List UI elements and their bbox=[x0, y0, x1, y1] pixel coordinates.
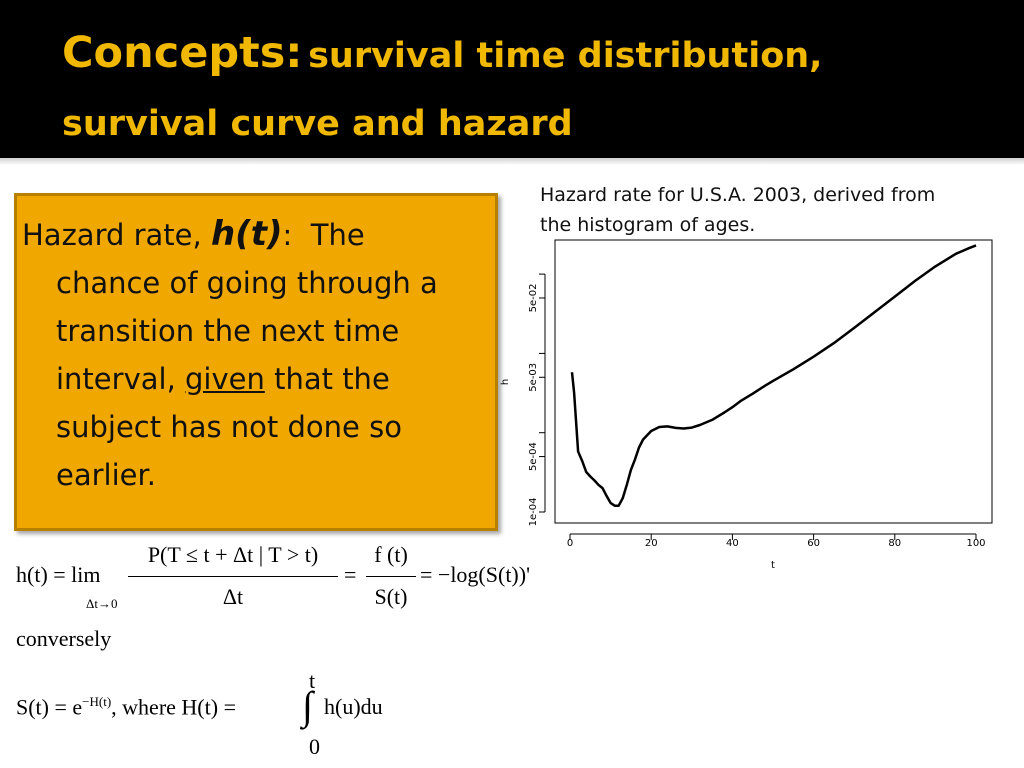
formula1-frac2-num: f (t) bbox=[374, 542, 408, 567]
definition-colon: : bbox=[282, 218, 293, 252]
definition-line1-tail: The bbox=[310, 218, 365, 252]
y-tick-label: 5e-04 bbox=[528, 442, 539, 471]
formula1-frac2-bar bbox=[366, 576, 416, 577]
chart-caption: Hazard rate for U.S.A. 2003, derived fro… bbox=[540, 180, 1010, 240]
caption-line2: the histogram of ages. bbox=[540, 214, 756, 236]
hazard-symbol: h(t) bbox=[210, 214, 283, 254]
definition-lead: Hazard rate, bbox=[22, 218, 202, 252]
y-axis-label: h bbox=[500, 379, 511, 385]
given-underlined: given bbox=[185, 362, 265, 396]
title-divider bbox=[0, 158, 1024, 165]
integral-lower: 0 bbox=[309, 734, 320, 759]
x-tick-label: 40 bbox=[726, 538, 739, 549]
y-axis: 1e-04 5e-04 5e-03 5e-02 bbox=[528, 273, 546, 527]
x-tick-label: 100 bbox=[966, 538, 985, 549]
formula1-frac1-bar bbox=[128, 576, 338, 577]
title-prefix: Concepts: bbox=[62, 28, 303, 78]
x-tick-label: 60 bbox=[807, 538, 820, 549]
x-tick-label: 20 bbox=[645, 538, 658, 549]
integral-upper: t bbox=[309, 668, 316, 693]
formula2-where: , where H(t) = bbox=[111, 694, 236, 720]
formula1-frac1-num: P(T ≤ t + Δt | T > t) bbox=[147, 542, 319, 567]
formula2-lhs: S(t) = e bbox=[16, 694, 83, 720]
formula2-exponent: −H(t) bbox=[82, 694, 112, 709]
formula1-rhs: = −log(S(t))' bbox=[420, 562, 531, 587]
integral-sign: ∫ bbox=[302, 683, 313, 728]
x-axis-label: t bbox=[771, 560, 775, 571]
caption-line1: Hazard rate for U.S.A. 2003, derived fro… bbox=[540, 184, 936, 206]
formula1-equals: = bbox=[344, 562, 357, 587]
conversely-label: conversely bbox=[16, 626, 112, 651]
definition-line5: subject has not done so bbox=[56, 410, 402, 444]
plot-frame bbox=[554, 239, 993, 524]
definition-line2: chance of going through a bbox=[56, 266, 438, 300]
hazard-line bbox=[570, 244, 977, 507]
x-tick-label: 0 bbox=[567, 538, 573, 549]
title-line2: survival curve and hazard bbox=[62, 104, 573, 144]
definition-line4-pre: interval, bbox=[56, 362, 176, 396]
formula1-lim-sub: Δt→0 bbox=[86, 596, 118, 611]
formula1-lhs: h(t) = lim bbox=[16, 562, 101, 587]
formula1-frac2-den: S(t) bbox=[374, 584, 408, 609]
y-tick-label: 5e-02 bbox=[528, 284, 539, 313]
definition-text: Hazard rate, h(t): The chance of going t… bbox=[22, 210, 492, 499]
y-tick-label: 5e-03 bbox=[528, 363, 539, 392]
x-tick-label: 80 bbox=[888, 538, 901, 549]
definition-line3: transition the next time bbox=[56, 314, 400, 348]
title-line1-rest: survival time distribution, bbox=[308, 36, 823, 76]
x-axis: 0 20 40 60 80 100 bbox=[567, 533, 986, 549]
title-bar bbox=[0, 0, 1024, 158]
slide-title: Concepts: survival time distribution, bbox=[62, 28, 822, 78]
definition-box bbox=[14, 193, 498, 531]
hazard-chart: 0 20 40 60 80 100 1e-04 5e-04 5e-03 5e-02 t h bbox=[500, 239, 993, 571]
formula2-integrand: h(u)du bbox=[324, 694, 383, 719]
definition-line6: earlier. bbox=[56, 458, 156, 492]
definition-line4-post: that the bbox=[274, 362, 390, 396]
formula1-frac1-den: Δt bbox=[222, 584, 244, 609]
y-tick-label: 1e-04 bbox=[528, 498, 539, 527]
